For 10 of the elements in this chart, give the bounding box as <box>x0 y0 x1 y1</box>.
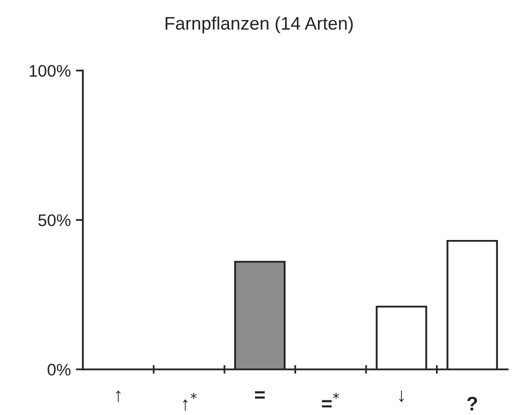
y-tick-label: 50% <box>38 214 70 226</box>
chart-title: Farnpflanzen (14 Arten) <box>166 16 353 34</box>
x-tick-label: ↓ <box>399 390 404 402</box>
y-tick-label: 100% <box>30 64 70 77</box>
y-tick-label: 0% <box>48 364 70 376</box>
x-tick-label: ↑$^{*}$ <box>183 392 197 411</box>
x-tick-label: =$^{*}$ <box>322 392 340 408</box>
x-tick-label: = <box>254 391 265 399</box>
x-tick-label: ↑ <box>116 390 121 402</box>
x-tick-label: ? <box>467 396 478 410</box>
